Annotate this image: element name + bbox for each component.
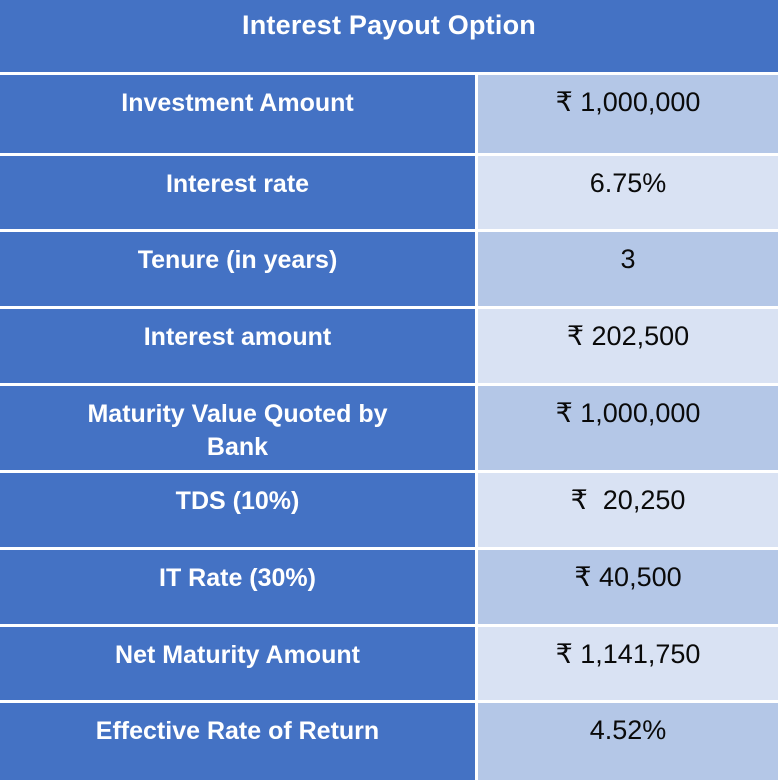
row-value: 6.75% [478,155,778,230]
table-row: Net Maturity Amount ₹ 1,141,750 [0,626,778,701]
table-row: Interest rate 6.75% [0,155,778,230]
row-value: ₹ 1,000,000 [478,385,778,471]
row-value: ₹ 20,250 [478,473,778,548]
table-row: Investment Amount ₹ 1,000,000 [0,75,778,153]
row-label: Effective Rate of Return [0,703,475,780]
row-label: TDS (10%) [0,473,475,548]
row-label: Interest rate [0,155,475,230]
table-row: TDS (10%) ₹ 20,250 [0,473,778,548]
row-value: ₹ 1,000,000 [478,75,778,153]
row-value: ₹ 1,141,750 [478,626,778,701]
row-label: Investment Amount [0,75,475,153]
table-row: Effective Rate of Return 4.52% [0,703,778,780]
row-value: 4.52% [478,703,778,780]
row-label: Maturity Value Quoted by Bank [0,385,475,471]
row-label: Net Maturity Amount [0,626,475,701]
table-row: IT Rate (30%) ₹ 40,500 [0,550,778,624]
table-row: Tenure (in years) 3 [0,232,778,306]
table-row: Interest amount ₹ 202,500 [0,309,778,383]
row-value: 3 [478,232,778,306]
row-label: IT Rate (30%) [0,550,475,624]
row-label: Tenure (in years) [0,232,475,306]
table-row: Maturity Value Quoted by Bank ₹ 1,000,00… [0,385,778,471]
table-title: Interest Payout Option [0,0,778,72]
row-value: ₹ 40,500 [478,550,778,624]
row-label: Interest amount [0,309,475,383]
row-value: ₹ 202,500 [478,309,778,383]
